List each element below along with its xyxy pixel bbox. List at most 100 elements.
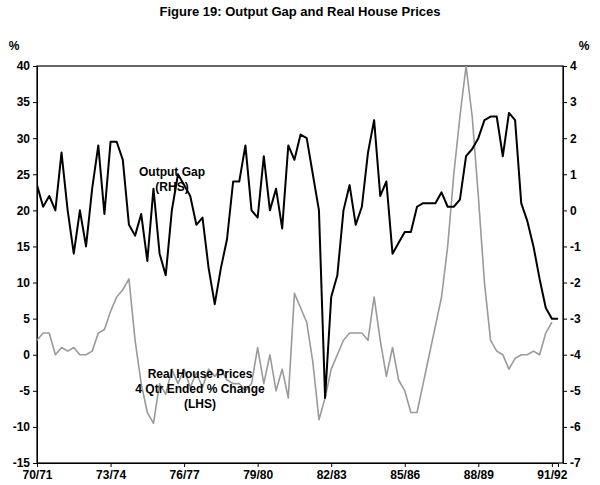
- y2-tick: -6: [563, 420, 581, 434]
- y2-tick-mark: [563, 102, 567, 103]
- x-axis-line: [38, 464, 559, 468]
- y2-tick: 4: [563, 59, 577, 73]
- y-tick: 5: [23, 312, 37, 326]
- y2-tick: -5: [563, 384, 581, 398]
- y-tick-label: -10: [13, 420, 31, 434]
- annotation-text: (LHS): [184, 397, 216, 411]
- y2-tick-label: 3: [570, 95, 577, 109]
- y-tick-mark: [33, 102, 37, 103]
- y2-tick-label: 0: [570, 204, 577, 218]
- y-tick-label: 30: [17, 132, 31, 146]
- x-tick-label: 91/92: [537, 468, 567, 482]
- x-tick-label: 82/83: [317, 468, 347, 482]
- y-tick-mark: [33, 138, 37, 139]
- y-axis: -15-10-50510152025303540: [13, 59, 38, 470]
- y-tick-label: 40: [17, 59, 31, 73]
- x-tick: 76/77: [170, 463, 200, 482]
- y2-tick: 2: [563, 132, 577, 146]
- y2-tick-mark: [563, 391, 567, 392]
- y-tick: -10: [13, 420, 37, 434]
- y2-tick-mark: [563, 463, 567, 464]
- x-axis: 70/7173/7476/7779/8082/8385/8688/8991/92: [22, 463, 567, 482]
- y2-tick-label: -6: [570, 420, 581, 434]
- x-tick-mark: [405, 463, 406, 467]
- y-tick-mark: [33, 391, 37, 392]
- y2-tick: -4: [563, 348, 581, 362]
- title: Figure 19: Output Gap and Real House Pri…: [159, 4, 440, 19]
- y2-tick: -3: [563, 312, 581, 326]
- y2-tick: 3: [563, 95, 577, 109]
- y2-tick-label: 2: [570, 132, 577, 146]
- y2-tick-label: -5: [570, 384, 581, 398]
- y-tick-label: 15: [17, 240, 31, 254]
- y-tick-mark: [33, 283, 37, 284]
- y-axis-label: %: [9, 39, 20, 53]
- x-tick: 85/86: [390, 463, 420, 482]
- y2-axis-label: %: [579, 39, 590, 53]
- y-tick-label: 0: [23, 348, 30, 362]
- y-tick: 15: [17, 240, 37, 254]
- y-tick: 35: [17, 95, 37, 109]
- y-tick-mark: [33, 174, 37, 175]
- y2-tick-mark: [563, 174, 567, 175]
- x-tick: 79/80: [243, 463, 273, 482]
- x-tick: 82/83: [317, 463, 347, 482]
- y2-tick-label: 1: [570, 168, 577, 182]
- y-tick-mark: [33, 463, 37, 464]
- y-tick-label: 10: [17, 276, 31, 290]
- y-tick-label: -5: [19, 384, 30, 398]
- y-tick: 20: [17, 204, 37, 218]
- y2-tick-mark: [563, 246, 567, 247]
- annotation-text: (RHS): [155, 180, 188, 194]
- y2-tick-mark: [563, 66, 567, 67]
- y2-tick-label: -3: [570, 312, 581, 326]
- y2-tick-label: -4: [570, 348, 581, 362]
- y2-tick-label: -1: [570, 240, 581, 254]
- y-tick-label: 20: [17, 204, 31, 218]
- y2-tick-label: -7: [570, 456, 581, 470]
- x-tick-mark: [37, 463, 38, 467]
- y2-tick-mark: [563, 210, 567, 211]
- y-tick: 40: [17, 59, 37, 73]
- y-tick: -5: [19, 384, 37, 398]
- x-tick-label: 85/86: [390, 468, 420, 482]
- annotation: Output Gap(RHS): [139, 165, 205, 194]
- x-tick: 70/71: [22, 463, 52, 482]
- y2-axis: -7 -6 -5 -4 -3 -2 -1 0 1 2 3 4: [563, 59, 581, 470]
- x-tick-mark: [478, 463, 479, 467]
- y2-tick-mark: [563, 283, 567, 284]
- y2-tick: -2: [563, 276, 581, 290]
- y-tick-label: 25: [17, 168, 31, 182]
- x-tick: 88/89: [464, 463, 494, 482]
- y-tick: 25: [17, 168, 37, 182]
- chart: Figure 19: Output Gap and Real House Pri…: [0, 0, 600, 485]
- x-tick-label: 70/71: [22, 468, 52, 482]
- y-tick-mark: [33, 66, 37, 67]
- x-tick-mark: [184, 463, 185, 467]
- y-tick-mark: [33, 355, 37, 356]
- y2-tick-label: 4: [570, 59, 577, 73]
- y-tick: 10: [17, 276, 37, 290]
- y-tick-mark: [33, 319, 37, 320]
- series-line: [37, 66, 552, 423]
- x-tick-label: 76/77: [170, 468, 200, 482]
- series-line: [37, 113, 558, 398]
- y2-axis-line: [564, 67, 568, 464]
- y-tick-mark: [33, 246, 37, 247]
- y2-tick-mark: [563, 355, 567, 356]
- y2-tick-mark: [563, 319, 567, 320]
- y-tick-mark: [33, 210, 37, 211]
- y-tick: 30: [17, 132, 37, 146]
- x-tick: 91/92: [537, 463, 567, 482]
- y2-tick-mark: [563, 427, 567, 428]
- y-tick-mark: [33, 427, 37, 428]
- y-tick-label: 5: [23, 312, 30, 326]
- x-tick-label: 88/89: [464, 468, 494, 482]
- y2-tick: -1: [563, 240, 581, 254]
- plot-area: [37, 66, 558, 423]
- annotation-text: Real House Prices: [148, 367, 253, 381]
- x-tick-mark: [111, 463, 112, 467]
- annotation-text: Output Gap: [139, 165, 205, 179]
- y2-tick-label: -2: [570, 276, 581, 290]
- y2-tick: 1: [563, 168, 577, 182]
